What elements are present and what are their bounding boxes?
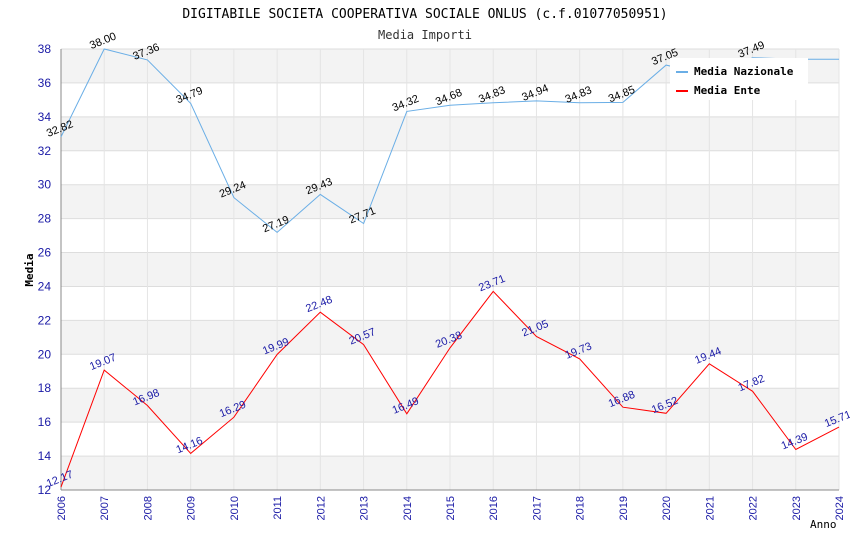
y-tick-label: 14 [38,449,52,463]
legend-box [670,58,808,100]
x-tick-label: 2023 [791,496,803,520]
y-axis-ticks: 12 14 16 18 20 22 24 26 28 30 32 34 36 38 [38,42,52,497]
axes [60,49,839,491]
x-tick-label: 2007 [99,496,111,520]
x-axis-label: Anno [810,518,837,531]
y-tick-label: 38 [38,42,52,56]
x-tick-label: 2012 [315,496,327,520]
x-tick-label: 2021 [704,496,716,520]
x-tick-label: 2019 [618,496,630,520]
x-tick-label: 2024 [834,496,846,520]
gridlines [60,48,840,491]
legend: Media Nazionale Media Ente [670,58,808,100]
x-tick-label: 2008 [142,496,154,520]
x-tick-label: 2020 [661,496,673,520]
legend-label-ente: Media Ente [694,84,761,97]
y-tick-label: 24 [38,279,52,293]
x-tick-label: 2011 [272,496,284,520]
y-tick-label: 36 [38,76,52,90]
y-tick-label: 34 [38,110,52,124]
x-tick-label: 2022 [748,496,760,520]
x-tick-label: 2018 [575,496,587,520]
y-tick-label: 30 [38,178,52,192]
y-tick-label: 26 [38,246,52,260]
x-tick-label: 2015 [445,496,457,520]
x-tick-label: 2010 [229,496,241,520]
y-tick-label: 28 [38,212,52,226]
x-tick-label: 2013 [359,496,371,520]
series-line-ente [60,290,840,488]
legend-label-nazionale: Media Nazionale [694,65,794,78]
y-tick-label: 16 [38,415,52,429]
x-tick-label: 2016 [488,496,500,520]
y-tick-label: 22 [38,313,52,327]
y-axis-label: Media [23,253,36,286]
y-tick-label: 18 [38,381,52,395]
y-tick-label: 32 [38,144,52,158]
x-axis-ticks: 2006 2007 2008 2009 2010 2011 2012 2013 2014 2015… [56,496,846,520]
x-tick-label: 2017 [531,496,543,520]
chart-subtitle: Media Importi [378,28,472,42]
x-tick-label: 2006 [56,496,68,520]
y-tick-label: 12 [38,483,52,497]
x-tick-label: 2009 [186,496,198,520]
y-tick-label: 20 [38,347,52,361]
x-tick-label: 2014 [402,496,414,520]
chart-title: DIGITABILE SOCIETA COOPERATIVA SOCIALE O… [182,7,667,22]
